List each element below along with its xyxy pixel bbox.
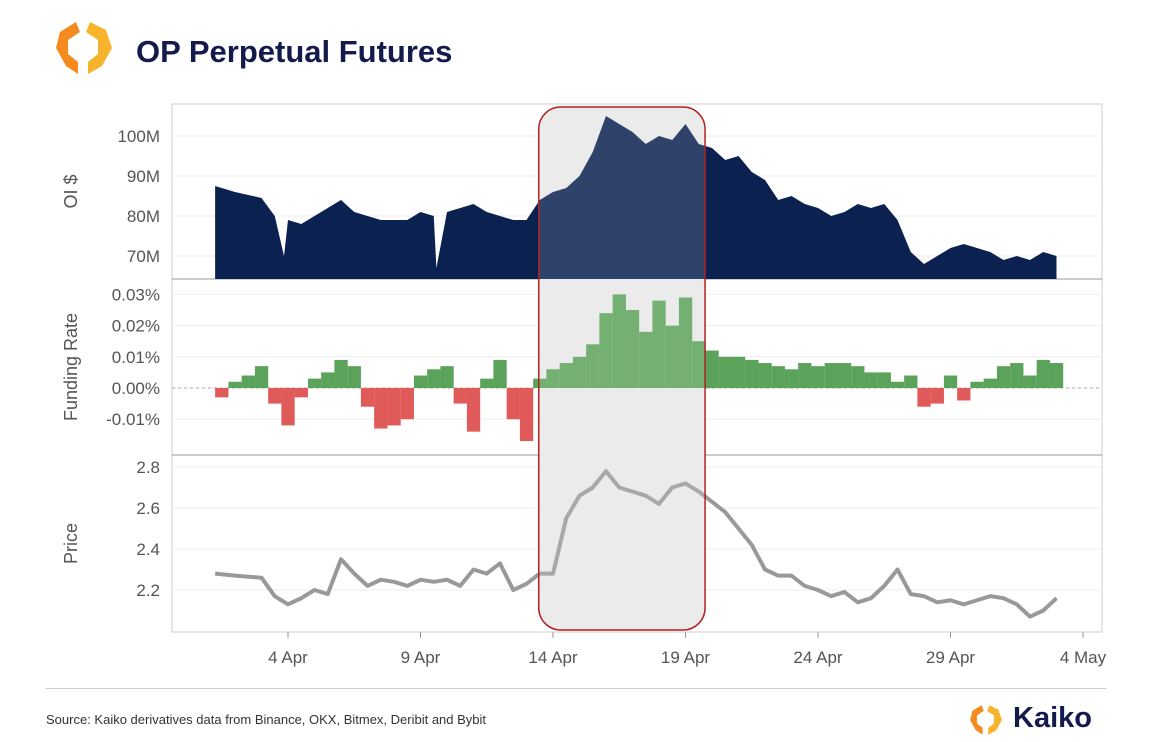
funding-bar xyxy=(824,363,838,388)
funding-bar xyxy=(890,381,905,388)
funding-bar xyxy=(519,388,534,442)
kaiko-brand: Kaiko xyxy=(1013,702,1092,734)
x-tick-label: 4 Apr xyxy=(268,648,308,667)
highlight-border xyxy=(538,106,706,631)
funding-bar xyxy=(307,378,322,388)
funding-bar xyxy=(837,363,852,388)
funding-bar xyxy=(360,388,375,407)
funding-bar xyxy=(983,378,997,388)
funding-bar xyxy=(943,375,958,388)
funding-bar xyxy=(718,356,732,388)
funding-bar xyxy=(678,297,693,388)
funding-bar xyxy=(493,359,507,388)
funding-bar xyxy=(652,300,666,388)
funding-bar xyxy=(798,363,812,388)
y-tick-label: -0.01% xyxy=(106,410,160,429)
x-tick-label: 14 Apr xyxy=(528,648,577,667)
y-tick-label: 70M xyxy=(127,247,160,266)
funding-bar xyxy=(254,366,269,388)
footer-divider xyxy=(46,688,1106,689)
funding-bar xyxy=(917,388,931,407)
funding-bar xyxy=(427,369,441,388)
funding-bar xyxy=(851,366,865,388)
funding-bar xyxy=(904,375,918,388)
funding-bar xyxy=(506,388,520,420)
x-tick-label: 4 May xyxy=(1060,648,1107,667)
funding-bar xyxy=(771,366,785,388)
y-tick-label: 2.2 xyxy=(136,581,160,600)
funding-bar xyxy=(877,372,891,388)
y-tick-label: 100M xyxy=(117,127,160,146)
funding-bar xyxy=(453,388,467,404)
funding-bar xyxy=(334,359,348,388)
funding-bar xyxy=(1049,363,1064,388)
funding-bar xyxy=(731,356,746,388)
funding-bar xyxy=(1023,375,1037,388)
funding-bar xyxy=(930,388,944,404)
y-tick-label: 0.00% xyxy=(112,379,160,398)
funding-bar xyxy=(996,366,1011,388)
y-tick-label: 0.02% xyxy=(112,317,160,336)
plot-frame xyxy=(171,103,1103,633)
price-line xyxy=(214,469,1058,619)
funding-bar xyxy=(215,388,229,398)
oi-area xyxy=(215,116,1057,279)
x-tick-label: 29 Apr xyxy=(926,648,975,667)
y-axis-title: Price xyxy=(61,523,81,564)
funding-bar xyxy=(1036,359,1050,388)
funding-bar xyxy=(480,378,494,388)
funding-bar xyxy=(1010,363,1024,388)
funding-bar xyxy=(811,366,825,388)
funding-bar xyxy=(440,366,454,388)
funding-bar xyxy=(228,381,242,388)
funding-bar xyxy=(599,313,613,388)
y-axis-title: Funding Rate xyxy=(61,313,81,421)
funding-bar xyxy=(413,375,428,388)
funding-bar xyxy=(957,388,971,401)
funding-bar xyxy=(705,350,719,388)
y-tick-label: 2.8 xyxy=(136,458,160,477)
funding-bar xyxy=(347,366,361,388)
y-tick-label: 2.6 xyxy=(136,499,160,518)
x-tick-label: 19 Apr xyxy=(661,648,710,667)
funding-bar xyxy=(745,359,759,388)
page-title: OP Perpetual Futures xyxy=(136,34,453,69)
funding-bar xyxy=(864,372,878,388)
y-tick-label: 2.4 xyxy=(136,540,160,559)
kaiko-logo-mark xyxy=(52,18,116,83)
y-tick-label: 0.03% xyxy=(112,285,160,304)
funding-bar xyxy=(268,388,282,404)
y-tick-label: 80M xyxy=(127,207,160,226)
funding-bar xyxy=(784,369,799,388)
funding-bar xyxy=(639,331,653,388)
funding-bar xyxy=(758,363,772,388)
funding-bar xyxy=(559,363,573,388)
funding-bar xyxy=(294,388,308,398)
funding-bar xyxy=(572,356,587,388)
highlight-region xyxy=(538,107,706,630)
funding-bar xyxy=(466,388,481,432)
funding-bar xyxy=(546,369,560,388)
x-tick-label: 9 Apr xyxy=(401,648,441,667)
source-note: Source: Kaiko derivatives data from Bina… xyxy=(46,712,487,727)
funding-bar xyxy=(321,372,335,388)
funding-bar xyxy=(241,375,255,388)
funding-bar xyxy=(281,388,295,426)
funding-bar xyxy=(612,294,626,388)
y-tick-label: 90M xyxy=(127,167,160,186)
funding-bar xyxy=(533,378,547,388)
funding-bar xyxy=(665,325,679,388)
funding-bar xyxy=(586,344,600,388)
funding-bar xyxy=(374,388,388,429)
kaiko-footer-logo-icon xyxy=(967,703,1005,742)
funding-bar xyxy=(400,388,414,420)
x-tick-label: 24 Apr xyxy=(793,648,842,667)
funding-bar xyxy=(625,310,640,388)
funding-bar xyxy=(970,381,984,388)
y-tick-label: 0.01% xyxy=(112,348,160,367)
funding-bar xyxy=(387,388,401,426)
funding-bar xyxy=(692,341,706,388)
y-axis-title: OI $ xyxy=(61,174,81,208)
